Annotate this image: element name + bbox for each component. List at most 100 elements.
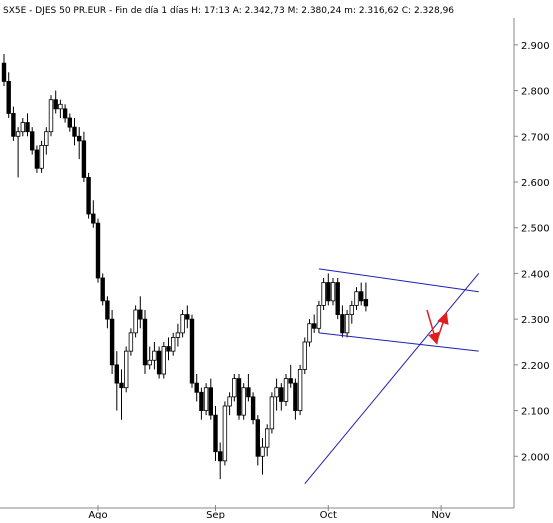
candle-body-up [44, 131, 49, 146]
y-tick-label: 2.900 [521, 41, 550, 52]
candle-body-up [152, 350, 157, 361]
candle-body-down [100, 277, 105, 302]
x-axis: Ago Sep Oct Nov [0, 505, 514, 521]
candle [293, 378, 298, 420]
chart-title: SX5E - DJES 50 PR.EUR - Fin de día 1 día… [3, 6, 454, 16]
y-tick-label: 2.600 [521, 178, 550, 189]
candle [307, 319, 312, 347]
candle-body-up [260, 446, 265, 457]
candle [133, 305, 138, 338]
candle-body-up [15, 131, 21, 137]
candle-body-down [288, 378, 293, 384]
candle [217, 442, 223, 480]
candle-body-down [189, 318, 195, 384]
candle-body-down [142, 318, 148, 366]
candle-body-down [326, 282, 331, 302]
candles-layer [1, 54, 369, 480]
candle [20, 118, 25, 137]
candle-body-down [358, 291, 364, 302]
candle [250, 392, 256, 425]
candle-body-down [246, 387, 251, 398]
candle [316, 300, 322, 333]
candle [161, 342, 166, 379]
candle [25, 113, 30, 137]
candle-body-up [133, 309, 138, 334]
candle-body-down [311, 323, 317, 329]
candle [222, 401, 228, 466]
candle [241, 383, 246, 420]
candle [297, 364, 303, 416]
candle [62, 104, 68, 123]
y-tick-label: 2.400 [521, 269, 550, 280]
candle [147, 346, 152, 370]
candle-body-up [302, 341, 307, 370]
candle-body-up [222, 405, 228, 462]
candle [119, 369, 124, 420]
candle [311, 314, 317, 333]
candle-body-up [39, 145, 44, 169]
candle [255, 415, 260, 466]
y-tick-label: 2.100 [521, 407, 550, 418]
candle [363, 282, 369, 312]
candle-body-down [34, 149, 40, 169]
candle-body-down [62, 108, 68, 119]
candle [44, 127, 49, 155]
candle [105, 296, 110, 329]
candle-body-down [166, 346, 171, 352]
candle-body-down [81, 140, 87, 178]
candle-body-down [236, 378, 242, 416]
y-tick-label: 2.200 [521, 361, 550, 372]
candle-body-up [58, 103, 63, 110]
candle [269, 392, 275, 434]
candle [166, 337, 171, 361]
candle-body-up [203, 387, 209, 411]
candle-body-down [213, 414, 218, 453]
candle-body-down [109, 318, 115, 366]
candle [114, 351, 119, 411]
candle [335, 278, 340, 320]
y-tick-label: 2.800 [521, 87, 550, 98]
candle [95, 218, 101, 283]
candle [344, 310, 350, 338]
arrow-annotation [426, 309, 440, 345]
candle [91, 200, 96, 228]
candle-body-down [156, 350, 162, 375]
candle [58, 99, 63, 118]
candle [354, 287, 359, 310]
candle [48, 95, 54, 137]
candle-body-down [363, 299, 369, 307]
candle [279, 383, 284, 411]
candle-body-up [354, 291, 359, 306]
candle-body-down [6, 81, 11, 114]
candle-body-down [255, 419, 260, 457]
candle [349, 300, 354, 324]
y-tick-label: 2.700 [521, 132, 550, 143]
candle [358, 282, 364, 306]
candle [128, 328, 134, 356]
candle-body-up [170, 337, 176, 352]
candle-body-down [250, 396, 256, 421]
candle-body-down [67, 117, 72, 128]
candle-body-down [217, 451, 223, 462]
candle [185, 305, 190, 329]
candle [109, 310, 115, 374]
candle [288, 364, 293, 388]
candle-body-down [185, 314, 190, 320]
trendline [318, 332, 479, 352]
candle [138, 296, 143, 329]
candle [194, 374, 199, 402]
candle-body-down [95, 222, 101, 279]
candle [189, 314, 195, 388]
candle-body-up [316, 305, 322, 329]
candle-body-up [48, 99, 54, 133]
candle-body-down [53, 99, 58, 110]
candle [29, 127, 35, 155]
candle-body-down [25, 122, 30, 133]
candle [232, 374, 237, 402]
candle-body-down [208, 387, 213, 416]
y-axis: 2.900 2.800 2.700 2.600 2.500 2.400 2.300 2.200… [513, 18, 550, 508]
candle-body-down [279, 387, 284, 402]
candle-body-down [1, 62, 7, 82]
candle-body-up [161, 346, 166, 375]
